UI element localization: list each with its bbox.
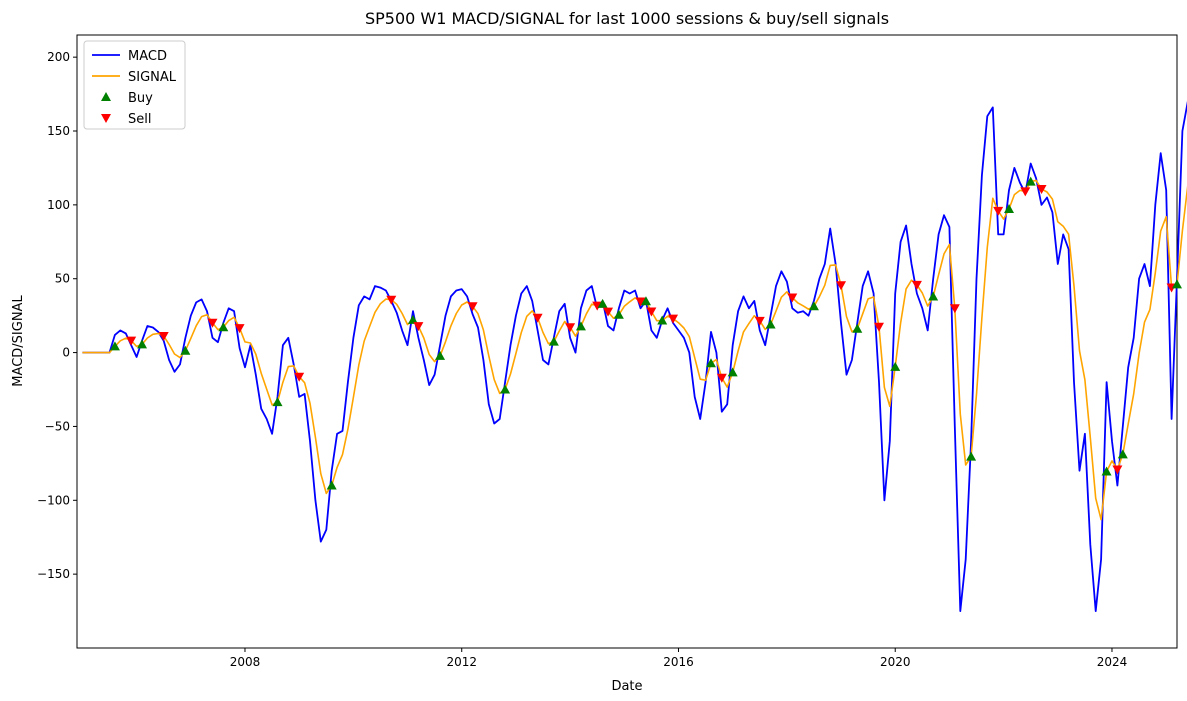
buy-marker	[640, 296, 651, 306]
legend-swatch-buy	[101, 92, 111, 101]
buy-marker	[109, 341, 120, 351]
buy-marker	[727, 367, 738, 377]
x-tick-label: 2008	[230, 655, 261, 669]
y-tick-label: 50	[55, 272, 70, 286]
sell-marker	[993, 206, 1004, 216]
sell-marker	[592, 301, 603, 311]
sell-marker	[294, 372, 305, 382]
markers-layer	[109, 176, 1182, 490]
x-tick-label: 2016	[663, 655, 694, 669]
axes-layer: 2008 2012 2016 2020 2024 −150 −100 −50 0 50 100 150…	[37, 34, 1178, 669]
y-tick-label: −50	[45, 419, 70, 433]
buy-marker	[1117, 449, 1128, 459]
buy-marker	[548, 336, 559, 346]
sell-marker	[873, 322, 884, 332]
sell-marker	[635, 297, 646, 307]
x-tick-label: 2024	[1097, 655, 1128, 669]
sell-marker	[836, 281, 847, 291]
sell-marker	[386, 295, 397, 305]
signal-line	[82, 179, 1187, 521]
buy-marker	[890, 361, 901, 371]
buy-marker	[1172, 279, 1182, 289]
buy-marker	[326, 480, 337, 490]
buy-marker	[1004, 203, 1015, 213]
buy-marker	[852, 323, 863, 333]
chart-title: SP500 W1 MACD/SIGNAL for last 1000 sessi…	[365, 9, 889, 28]
legend-swatch-sell	[101, 114, 111, 123]
sell-marker	[1112, 465, 1123, 475]
buy-marker	[966, 451, 977, 461]
sell-marker	[787, 293, 798, 303]
chart-legend: MACD SIGNAL Buy Sell	[83, 40, 186, 130]
buy-marker	[765, 319, 776, 329]
plot-frame	[76, 34, 1178, 649]
buy-marker	[137, 339, 148, 349]
buy-marker	[1101, 466, 1112, 476]
x-tick-label: 2012	[446, 655, 477, 669]
sell-marker	[532, 313, 543, 323]
sell-marker	[234, 324, 245, 334]
y-axis-label: MACD/SIGNAL	[11, 295, 26, 387]
x-tick-label: 2020	[880, 655, 911, 669]
buy-marker	[597, 298, 608, 308]
buy-marker	[613, 309, 624, 319]
sell-marker	[668, 314, 679, 324]
sell-marker	[716, 373, 727, 383]
buy-marker	[808, 301, 819, 311]
sell-marker	[1020, 187, 1031, 197]
y-tick-label: 100	[47, 198, 70, 212]
buy-marker	[407, 314, 418, 324]
legend-label-signal: SIGNAL	[128, 70, 177, 85]
sell-marker	[158, 332, 169, 342]
buy-marker	[705, 358, 716, 368]
y-tick-label: 200	[47, 50, 70, 64]
buy-marker	[180, 345, 191, 355]
buy-marker	[218, 322, 229, 332]
series-layer	[82, 100, 1187, 612]
legend-label-sell: Sell	[128, 112, 151, 127]
sell-marker	[603, 307, 614, 317]
sell-marker	[467, 302, 478, 312]
buy-marker	[928, 291, 939, 301]
sell-marker	[949, 304, 960, 314]
buy-marker	[272, 397, 283, 407]
sell-marker	[565, 323, 576, 333]
sell-marker	[126, 336, 137, 346]
legend-label-macd: MACD	[128, 49, 167, 64]
y-tick-label: 150	[47, 124, 70, 138]
sell-marker	[911, 280, 922, 290]
sell-marker	[207, 318, 218, 328]
sell-marker	[1036, 184, 1047, 194]
y-tick-label: −100	[37, 493, 70, 507]
sell-marker	[413, 322, 424, 332]
sell-marker	[646, 307, 657, 317]
sell-marker	[754, 316, 765, 326]
buy-marker	[500, 384, 511, 394]
y-tick-label: 0	[62, 346, 70, 360]
buy-marker	[657, 315, 668, 325]
buy-marker	[575, 321, 586, 331]
buy-marker	[435, 350, 446, 360]
legend-label-buy: Buy	[128, 91, 153, 106]
macd-line	[82, 100, 1187, 612]
legend-box	[83, 40, 186, 130]
x-axis-label: Date	[611, 679, 642, 694]
buy-marker	[1025, 176, 1036, 186]
y-tick-label: −150	[37, 567, 70, 581]
